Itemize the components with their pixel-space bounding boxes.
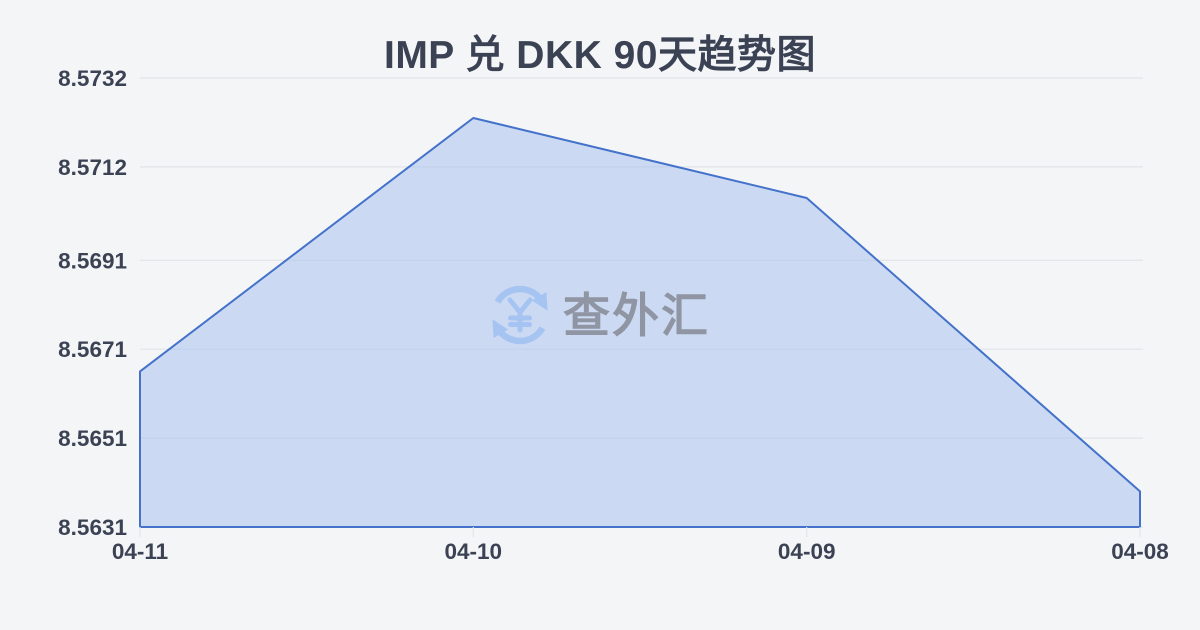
y-axis-tick-label: 8.5671 xyxy=(58,337,127,362)
y-axis-tick-label: 8.5651 xyxy=(58,426,127,451)
x-axis-tick-label: 04-09 xyxy=(778,539,836,564)
chart-title: IMP 兑 DKK 90天趋势图 xyxy=(383,34,816,77)
y-axis-tick-label: 8.5691 xyxy=(58,248,127,273)
area-series xyxy=(139,117,1141,528)
x-axis-tick-label: 04-08 xyxy=(1111,539,1169,564)
y-axis-tick-label: 8.5732 xyxy=(58,66,127,91)
y-axis-tick-label: 8.5712 xyxy=(58,155,127,180)
x-axis-tick-label: 04-11 xyxy=(112,539,168,564)
x-axis-tick-label: 04-10 xyxy=(445,539,503,564)
y-axis-tick-label: 8.5631 xyxy=(58,515,127,540)
